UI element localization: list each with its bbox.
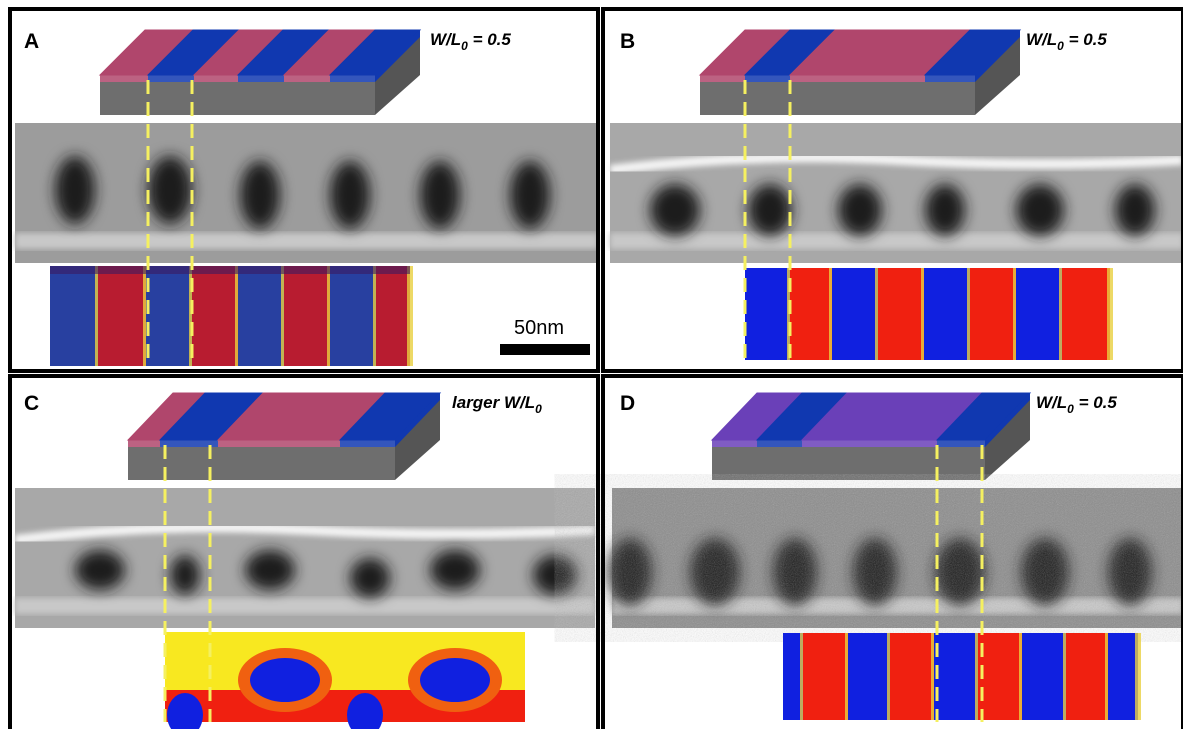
sem-blob [650,184,700,236]
sem-blob [75,550,125,590]
sem-blob [748,184,792,236]
sem-bottom [15,598,595,614]
map-top [50,266,410,274]
sem-noise [612,488,1183,628]
label-main: W/L [1036,393,1067,412]
map-stripe [832,268,878,360]
map-stripe [890,633,934,720]
label-main: W/L [430,30,461,49]
stack-edge [745,75,790,82]
scale-bar-label: 50nm [514,317,564,339]
map-stripe [790,268,832,360]
map-stripe [1016,268,1062,360]
map-stripe [376,266,410,366]
sem-blob [240,161,280,229]
panel-label: W/L0 = 0.5 [430,30,511,53]
map-stripe [1062,268,1110,360]
sem-blob [170,555,200,595]
label-rest: = 0.5 [1074,393,1118,412]
stack-base [712,447,985,480]
label-rest: = 0.5 [1064,30,1108,49]
sem-blob [420,161,460,229]
sem-blob [838,184,882,236]
stack-edge [100,75,148,82]
map-edge [407,266,413,366]
panel-label: W/L0 = 0.5 [1036,393,1117,416]
stack-edge [790,75,925,82]
map-stripe [978,633,1022,720]
map-stripe [1066,633,1108,720]
map-edge [1135,633,1141,720]
map-stripe [50,266,98,366]
scale-bar [500,344,590,355]
sem-blob [1016,184,1064,236]
panel-letter: B [620,30,635,53]
stack-edge [238,75,284,82]
sem-blob [350,558,390,598]
label-main: W/L [1026,30,1057,49]
stack-base [128,447,395,480]
map-edge [1107,268,1113,360]
map-stripe [848,633,890,720]
map-stripe [970,268,1016,360]
sem-blob [510,161,550,229]
sem-blob [330,161,370,229]
stack-edge [148,75,194,82]
stack-edge [340,440,395,447]
map-stripe [745,268,790,360]
map-stripe [238,266,284,366]
map-blob [250,658,320,702]
panel-label: larger W/L0 [452,393,542,416]
sem-blob [245,550,295,590]
stack-base [700,82,975,115]
stack-edge [284,75,330,82]
stack-edge [802,440,937,447]
map-stripe [1022,633,1066,720]
map-stripe [924,268,970,360]
map-stripe [284,266,330,366]
stack-edge [937,440,985,447]
sem-blob [925,184,965,236]
map-stripe [803,633,848,720]
sem-blob [148,156,192,224]
stack-base [100,82,375,115]
stack-edge [700,75,745,82]
label-main: larger W/L [452,393,535,412]
panel-label: W/L0 = 0.5 [1026,30,1107,53]
map-stripe [1108,633,1138,720]
stack-edge [712,440,757,447]
sem-bottom [610,233,1183,249]
stack-edge [218,440,340,447]
sem-blob [430,550,480,590]
panel-letter: D [620,392,635,415]
panel-letter: A [24,30,39,53]
stack-edge [128,440,160,447]
sem-blob [1115,184,1155,236]
figure: A W/L0 = 0.5 50nm B W/L0 = 0.5 C larger … [0,0,1183,729]
stack-edge [194,75,238,82]
stack-edge [330,75,375,82]
label-sub: 0 [535,402,542,416]
map-stripe [934,633,978,720]
stack-edge [757,440,802,447]
sem-blob [533,555,577,595]
map-blob [420,658,490,702]
map-stripe [146,266,192,366]
map-stripe [878,268,924,360]
map-stripe [330,266,376,366]
map-stripe [192,266,238,366]
sem-blob [55,156,95,224]
label-rest: = 0.5 [468,30,512,49]
panel-letter: C [24,392,39,415]
map-stripe [98,266,146,366]
sem-bottom [15,233,598,249]
stack-edge [925,75,975,82]
